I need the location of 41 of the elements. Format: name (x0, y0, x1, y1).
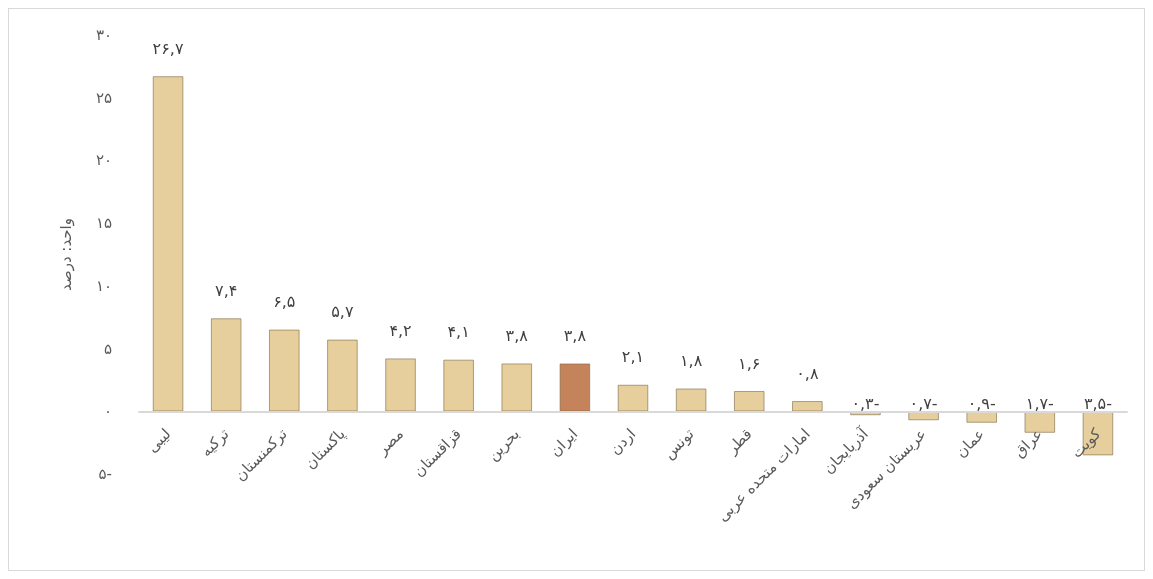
data-label: ۳,۸ (563, 326, 587, 346)
x-tick-label: اردن (606, 424, 640, 459)
x-tick-label: تونس (659, 424, 698, 463)
x-tick-label: قطر (722, 424, 756, 458)
y-axis-title: واحد: درصد (56, 218, 75, 291)
x-tick-label: ترکیه (197, 424, 233, 461)
x-tick-label: ایران (546, 424, 582, 461)
y-tick-label: ۵ (103, 339, 112, 358)
data-label: ۴,۲ (389, 321, 412, 341)
x-tick-label: قزاقستان (409, 424, 466, 481)
x-tick-label: پاکستان (301, 424, 350, 474)
data-label: ۴,۱ (447, 322, 470, 342)
x-tick-label: عراق (1010, 424, 1047, 461)
data-label: -۰,۷ (909, 393, 938, 413)
data-label: ۲۶,۷ (152, 38, 184, 58)
data-label: ۱,۶ (738, 353, 761, 373)
y-tick-label: -۵ (98, 465, 112, 483)
y-tick-label: ۲۵ (95, 88, 112, 107)
data-label: ۵,۷ (331, 302, 354, 322)
data-label: -۰,۳ (851, 393, 880, 413)
data-label: ۲,۱ (621, 347, 645, 367)
data-label: ۰,۸ (796, 363, 819, 383)
x-tick-label: لیبی (143, 424, 175, 457)
data-label: ۷,۴ (215, 280, 238, 300)
data-label: -۳,۵ (1083, 393, 1112, 413)
y-tick-label: ۱۰ (95, 276, 112, 295)
data-label: ۶,۵ (273, 292, 296, 312)
data-label: ۳,۸ (505, 326, 529, 346)
x-tick-label: ترکمنستان (231, 424, 291, 485)
data-label: -۰,۹ (967, 393, 996, 413)
x-tick-label: بحرین (483, 424, 524, 465)
y-tick-label: ۰ (103, 402, 112, 421)
x-tick-label: عمان (951, 424, 989, 462)
x-tick-label: کویت (1067, 424, 1105, 462)
x-tick-label: مصر (372, 424, 407, 460)
data-label: ۱,۸ (679, 351, 703, 371)
data-label: -۱,۷ (1025, 393, 1054, 413)
y-tick-label: ۱۵ (95, 214, 112, 233)
y-tick-label: ۲۰ (95, 151, 112, 170)
y-tick-label: ۳۰ (95, 26, 112, 44)
x-tick-label: آذربایجان (819, 424, 873, 478)
